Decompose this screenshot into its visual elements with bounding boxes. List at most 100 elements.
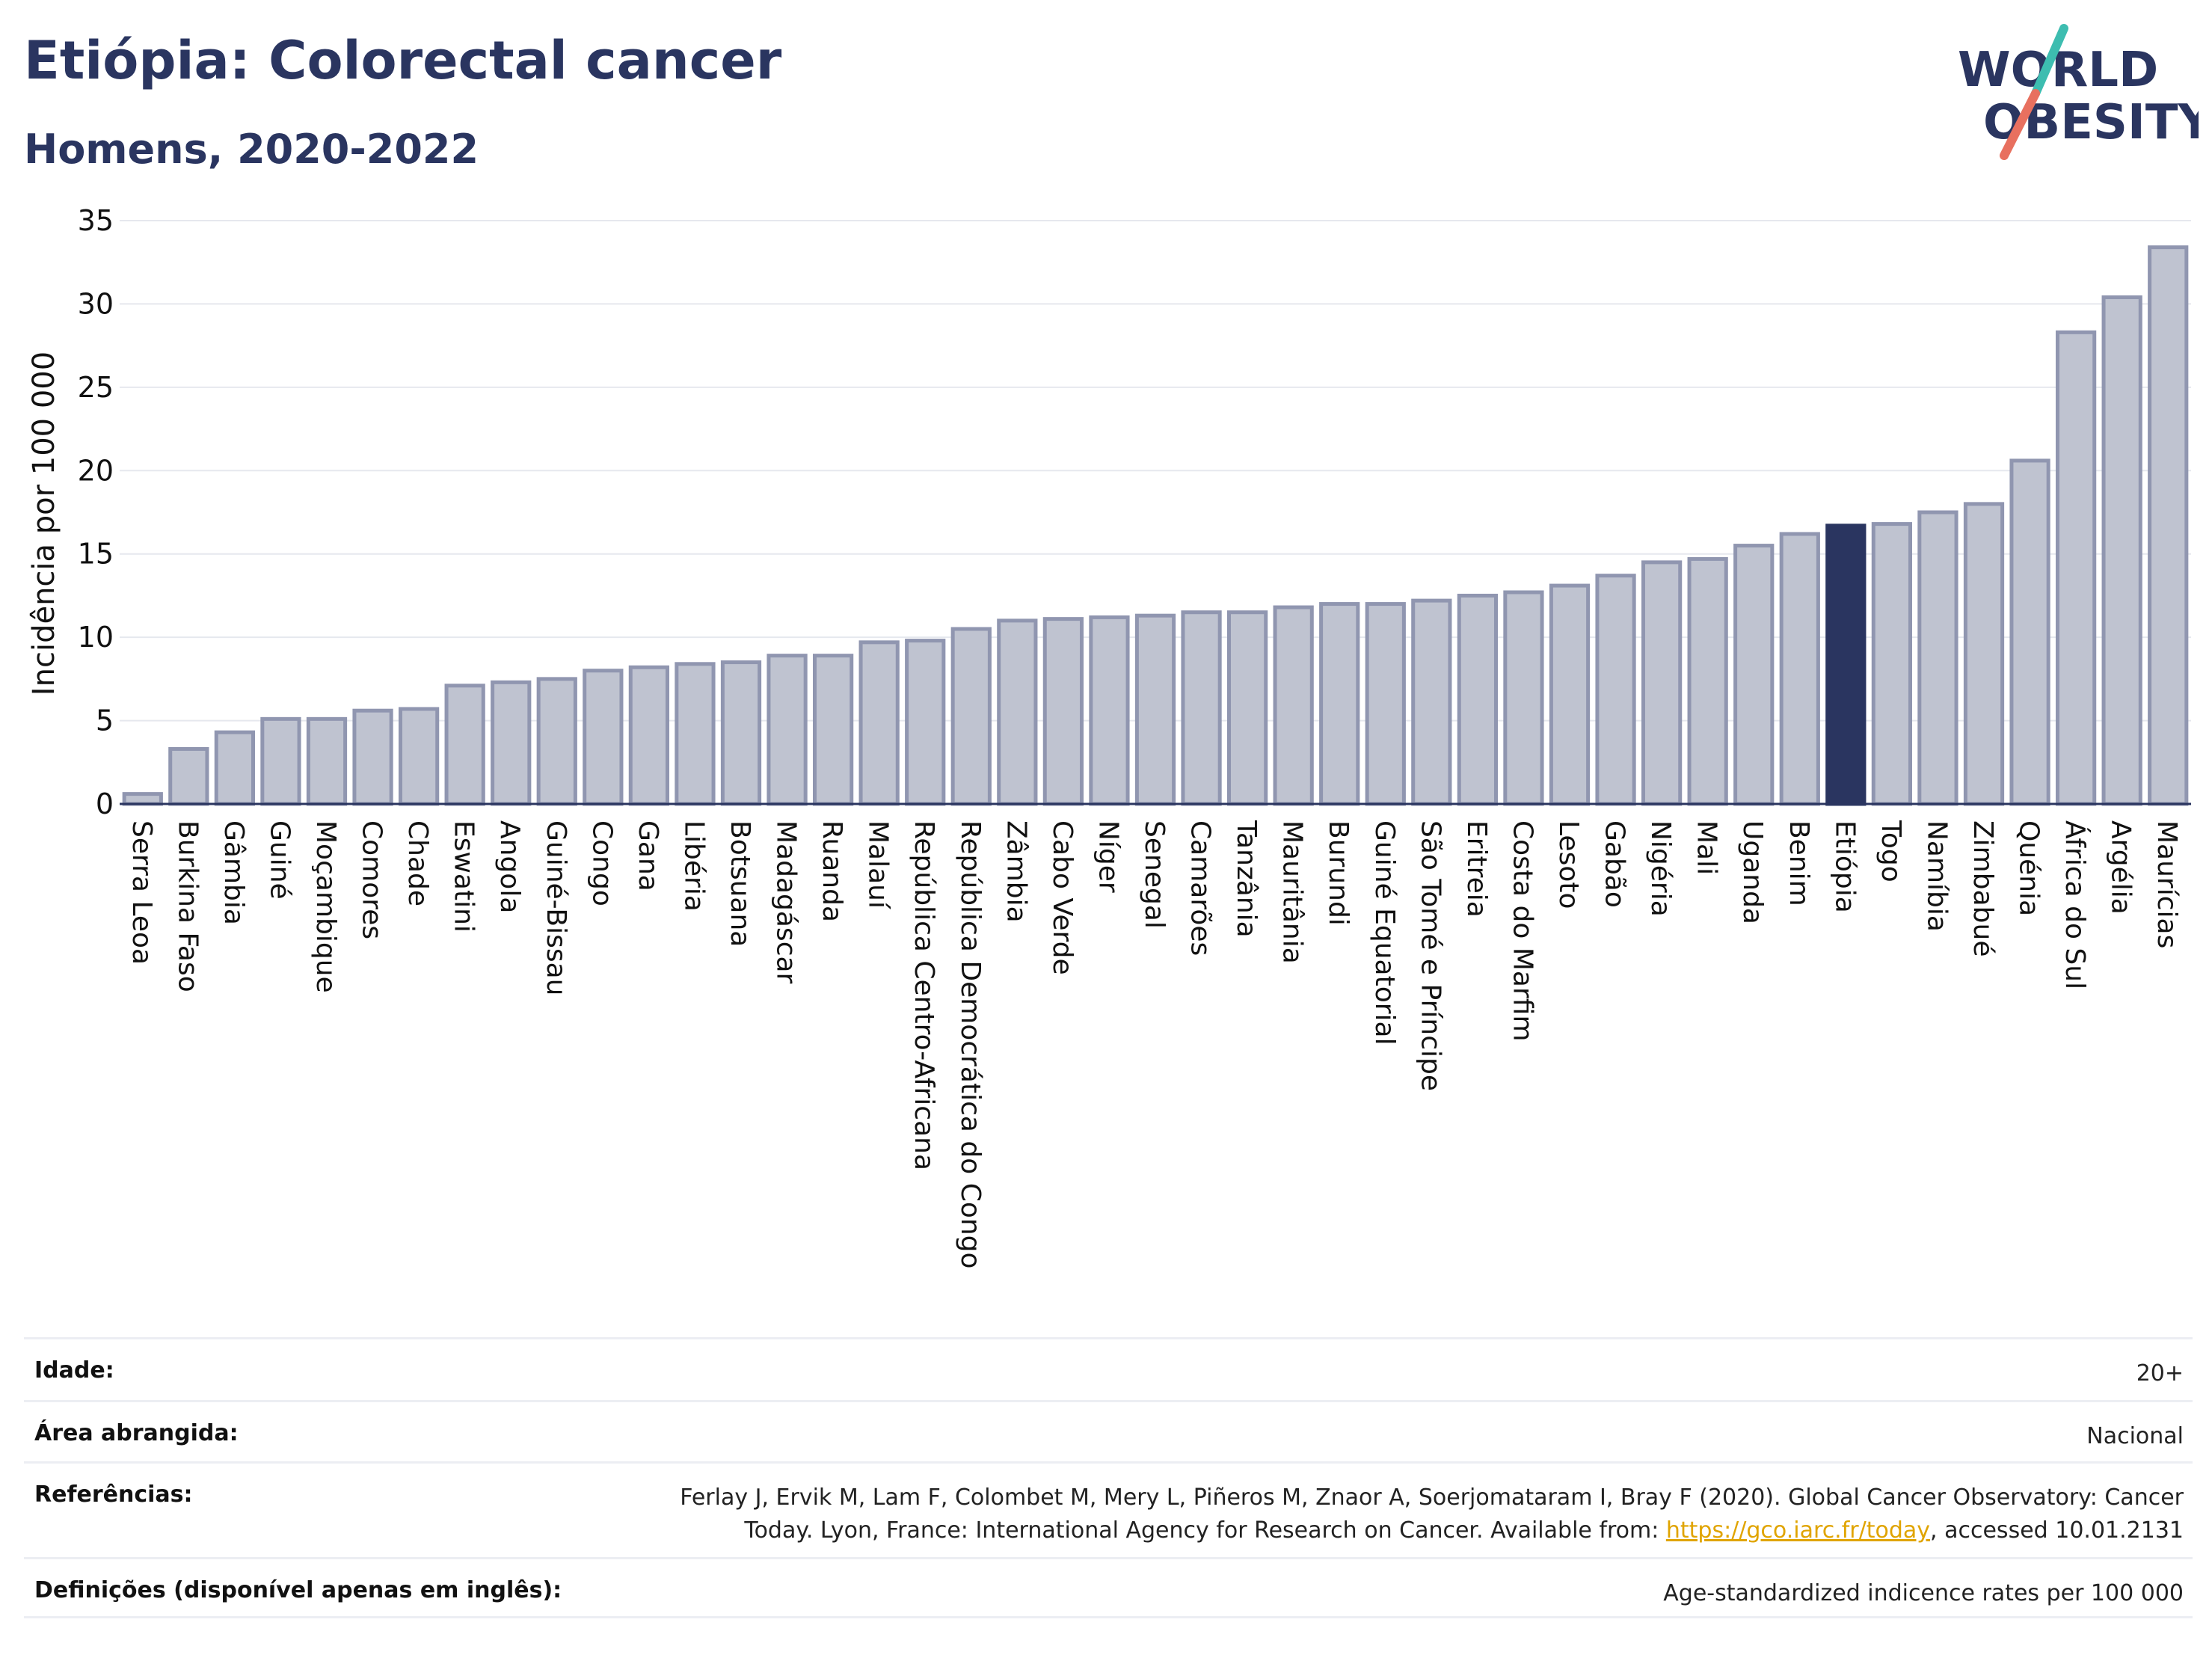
bar-senegal <box>1134 613 1176 806</box>
x-tick-label: Congo <box>586 820 617 906</box>
x-tick-label: Malauí <box>863 820 894 909</box>
y-tick-labels: 0 5 10 15 20 25 30 35 <box>78 204 114 820</box>
bar-tanzânia <box>1226 610 1268 806</box>
x-tick-label: Gâmbia <box>218 820 249 925</box>
x-tick-label: Burkina Faso <box>172 820 203 992</box>
x-tick-label: Burundi <box>1323 820 1354 926</box>
bar-nigéria <box>1641 560 1683 806</box>
definitions-label: Definições (disponível apenas em inglês)… <box>34 1577 562 1603</box>
bar-comores <box>352 708 393 806</box>
bar-níger <box>1089 615 1130 806</box>
definitions-value: Age-standardized indicence rates per 100… <box>1663 1580 2184 1606</box>
bar-ruanda <box>812 654 854 806</box>
page-title: Etiópia: Colorectal cancer <box>24 30 782 91</box>
bar-guiné-bissau <box>536 677 577 806</box>
x-tick-label: Comores <box>357 820 387 939</box>
bar-gana <box>628 665 670 806</box>
bar-burundi <box>1319 602 1360 806</box>
bar-congo <box>583 669 624 806</box>
x-tick-label: Benim <box>1784 820 1814 906</box>
bar-república-centro-africana <box>905 639 946 806</box>
x-tick-label: Senegal <box>1139 820 1170 929</box>
info-row-area: Área abrangida: Nacional <box>24 1400 2193 1461</box>
bar-madagáscar <box>766 654 808 806</box>
bar-lesoto <box>1549 583 1591 806</box>
x-tick-label: Namíbia <box>1921 820 1952 932</box>
y-tick-label: 25 <box>78 371 114 404</box>
x-tick-label: Zâmbia <box>1001 820 1031 923</box>
references-link[interactable]: https://gco.iarc.fr/today <box>1665 1517 1931 1544</box>
bar-eswatini <box>444 684 485 806</box>
bar-uganda <box>1733 544 1775 806</box>
bar-áfrica-do-sul <box>2055 330 2097 806</box>
y-tick-label: 35 <box>78 204 114 237</box>
y-tick-label: 5 <box>96 704 114 737</box>
x-tick-label: Quénia <box>2014 820 2044 916</box>
bar-zâmbia <box>997 618 1038 806</box>
references-text-3: , accessed 10.01.2131 <box>1930 1517 2184 1544</box>
bar-maurícias <box>2148 245 2189 806</box>
x-tick-label: Madagáscar <box>771 820 802 984</box>
x-tick-label: Eritreia <box>1461 820 1492 918</box>
bar-eritreia <box>1457 593 1499 806</box>
bar-libéria <box>675 662 716 806</box>
info-row-definitions: Definições (disponível apenas em inglês)… <box>24 1557 2193 1618</box>
x-tick-label: Uganda <box>1737 820 1768 924</box>
x-tick-label: Maurícias <box>2151 820 2182 948</box>
bar-mali <box>1687 556 1728 806</box>
bar-camarões <box>1181 610 1222 806</box>
x-tick-label: Etiópia <box>1829 820 1860 913</box>
bar-chade <box>398 707 440 806</box>
x-tick-label: Guiné <box>264 820 295 900</box>
references-value: Ferlay J, Ervik M, Lam F, Colombet M, Me… <box>680 1481 2184 1547</box>
x-tick-label: Cabo Verde <box>1047 820 1078 975</box>
age-label: Idade: <box>34 1357 114 1384</box>
x-tick-label: Chade <box>402 820 433 906</box>
area-value: Nacional <box>2086 1423 2184 1449</box>
bar-botsuana <box>720 660 762 806</box>
world-obesity-logo: WORLD OBESITY <box>1958 24 2199 160</box>
bar-são-tomé-e-príncipe <box>1411 598 1452 806</box>
y-tick-label: 10 <box>78 621 114 654</box>
x-tick-label: Guiné Equatorial <box>1369 820 1400 1045</box>
bar-chart: 0 5 10 15 20 25 30 35 Serra Leoa Burkina Faso Gâm… <box>27 204 2191 1269</box>
info-row-age: Idade: 20+ <box>24 1337 2193 1400</box>
x-tick-label: Libéria <box>678 820 709 912</box>
bar-gabão <box>1595 574 1636 806</box>
bar-guiné-equatorial <box>1365 602 1406 806</box>
x-tick-label: África do Sul <box>2059 820 2091 989</box>
x-tick-label: Tanzânia <box>1231 820 1262 938</box>
bar-malauí <box>858 640 900 806</box>
bar-serra-leoa <box>122 792 163 806</box>
x-tick-label: Botsuana <box>725 820 755 947</box>
bar-argélia <box>2101 295 2142 806</box>
bar-togo <box>1871 522 1913 806</box>
info-table: Idade: 20+ Área abrangida: Nacional Refe… <box>24 1337 2193 1618</box>
bar-costa-do-marfim <box>1503 590 1544 806</box>
bar-quénia <box>2009 458 2050 806</box>
references-label: Referências: <box>34 1481 193 1508</box>
x-tick-label: São Tomé e Príncipe <box>1415 820 1446 1091</box>
y-tick-label: 0 <box>96 787 114 820</box>
x-tick-label: Guiné-Bissau <box>541 820 571 995</box>
x-tick-label: Gabão <box>1600 820 1630 908</box>
bar-namíbia <box>1917 510 1958 806</box>
bar-república-democrática-do-congo <box>950 627 992 806</box>
bar-cabo-verde <box>1042 617 1084 806</box>
logo-slash-teal <box>2031 24 2068 98</box>
logo-slash-coral <box>2000 89 2040 160</box>
x-tick-label: Nigéria <box>1645 820 1676 917</box>
bar-benim <box>1779 532 1820 806</box>
bar-mauritânia <box>1273 605 1314 806</box>
x-tick-label: Ruanda <box>817 820 847 922</box>
x-tick-label: República Democrática do Congo <box>955 820 986 1269</box>
bar-gâmbia <box>214 730 256 806</box>
x-tick-label: Lesoto <box>1553 820 1584 909</box>
x-tick-label: República Centro-Africana <box>909 820 939 1170</box>
bars <box>122 245 2189 806</box>
x-tick-labels: Serra Leoa Burkina Faso Gâmbia Guiné Moçambi… <box>126 820 2182 1269</box>
bar-moçambique <box>306 716 348 806</box>
x-tick-label: Mauritânia <box>1277 820 1308 964</box>
bar-zimbabué <box>1963 502 2005 806</box>
x-tick-label: Togo <box>1875 820 1906 882</box>
